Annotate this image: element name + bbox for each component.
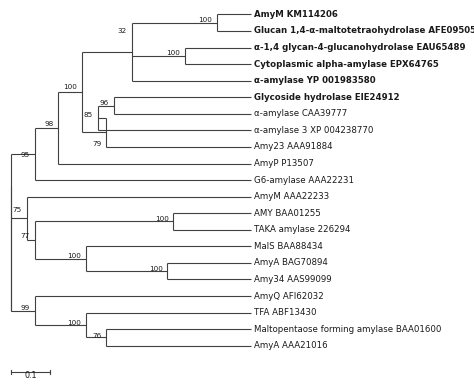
Text: AMY BAA01255: AMY BAA01255 xyxy=(254,209,321,218)
Text: 32: 32 xyxy=(118,28,127,34)
Text: G6-amylase AAA22231: G6-amylase AAA22231 xyxy=(254,176,354,184)
Text: AmyM AAA22233: AmyM AAA22233 xyxy=(254,192,329,201)
Text: AmyQ AFI62032: AmyQ AFI62032 xyxy=(254,291,324,301)
Text: 99: 99 xyxy=(20,305,30,311)
Text: 100: 100 xyxy=(64,84,77,90)
Text: 100: 100 xyxy=(155,216,169,222)
Text: TAKA amylase 226294: TAKA amylase 226294 xyxy=(254,225,350,234)
Text: 98: 98 xyxy=(44,121,54,127)
Text: AmyA AAA21016: AmyA AAA21016 xyxy=(254,341,328,350)
Text: 100: 100 xyxy=(67,320,82,326)
Text: Amy34 AAS99099: Amy34 AAS99099 xyxy=(254,275,331,284)
Text: 100: 100 xyxy=(67,253,82,259)
Text: 100: 100 xyxy=(198,17,212,23)
Text: Amy23 AAA91884: Amy23 AAA91884 xyxy=(254,142,332,151)
Text: AmyP P13507: AmyP P13507 xyxy=(254,159,314,168)
Text: 96: 96 xyxy=(100,100,109,106)
Text: 0.1: 0.1 xyxy=(24,371,37,380)
Text: α-amylase YP 001983580: α-amylase YP 001983580 xyxy=(254,76,375,85)
Text: 77: 77 xyxy=(20,233,30,239)
Text: 76: 76 xyxy=(92,333,101,339)
Text: MalS BAA88434: MalS BAA88434 xyxy=(254,242,323,251)
Text: Glycoside hydrolase EIE24912: Glycoside hydrolase EIE24912 xyxy=(254,93,400,102)
Text: TFA ABF13430: TFA ABF13430 xyxy=(254,308,316,317)
Text: Glucan 1,4-α-maltotetraohydrolase AFE09505: Glucan 1,4-α-maltotetraohydrolase AFE095… xyxy=(254,27,474,35)
Text: α-amylase CAA39777: α-amylase CAA39777 xyxy=(254,109,347,118)
Text: 100: 100 xyxy=(166,50,181,56)
Text: 100: 100 xyxy=(149,266,163,272)
Text: 85: 85 xyxy=(84,112,93,119)
Text: α-amylase 3 XP 004238770: α-amylase 3 XP 004238770 xyxy=(254,126,373,135)
Text: 75: 75 xyxy=(13,207,22,213)
Text: 95: 95 xyxy=(20,152,30,158)
Text: Maltopentaose forming amylase BAA01600: Maltopentaose forming amylase BAA01600 xyxy=(254,325,441,334)
Text: 79: 79 xyxy=(92,141,101,147)
Text: α-1,4 glycan-4-glucanohydrolase EAU65489: α-1,4 glycan-4-glucanohydrolase EAU65489 xyxy=(254,43,465,52)
Text: AmyM KM114206: AmyM KM114206 xyxy=(254,10,338,19)
Text: AmyA BAG70894: AmyA BAG70894 xyxy=(254,258,328,268)
Text: Cytoplasmic alpha-amylase EPX64765: Cytoplasmic alpha-amylase EPX64765 xyxy=(254,60,438,69)
